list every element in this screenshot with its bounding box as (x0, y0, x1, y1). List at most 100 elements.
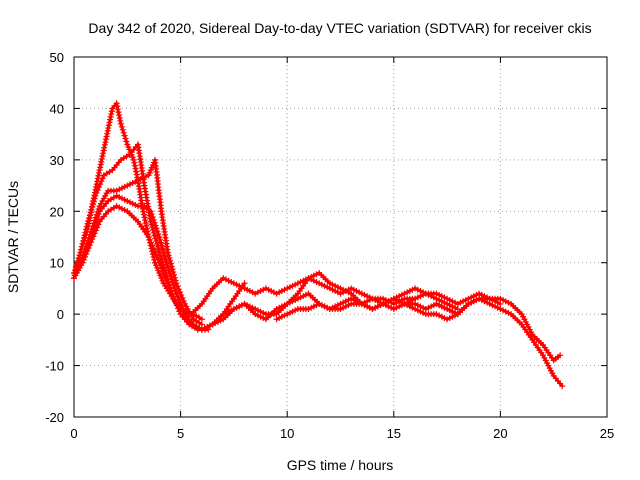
data-point (180, 297, 187, 304)
data-point (278, 288, 285, 294)
data-point (505, 299, 512, 306)
data-point (168, 288, 175, 295)
data-point (396, 293, 403, 300)
x-tick-label: 20 (493, 426, 507, 441)
data-point (133, 168, 140, 175)
data-point (154, 228, 161, 235)
data-point (131, 159, 138, 166)
data-point (332, 282, 339, 289)
data-point (165, 252, 172, 259)
data-point (89, 204, 96, 211)
data-point (140, 174, 147, 181)
data-point (316, 280, 323, 287)
series-track-3 (71, 156, 205, 328)
data-point (244, 286, 251, 293)
data-point (486, 300, 493, 307)
data-point (150, 216, 157, 223)
data-point (433, 290, 440, 297)
data-point (162, 256, 169, 263)
data-point (358, 300, 365, 307)
data-point (425, 304, 432, 311)
data-point (169, 291, 176, 298)
data-point (166, 255, 173, 262)
data-point (185, 309, 192, 316)
data-point (462, 297, 469, 303)
data-point (284, 300, 291, 307)
data-point (500, 307, 507, 314)
data-point (294, 295, 301, 302)
data-point (92, 227, 99, 234)
data-point (95, 221, 102, 228)
data-point (412, 285, 419, 292)
data-point (161, 271, 168, 278)
data-point (94, 186, 101, 193)
data-point (441, 294, 448, 301)
data-point (449, 308, 456, 315)
data-point (417, 288, 424, 294)
data-point (169, 266, 176, 273)
data-point (198, 321, 205, 328)
data-point (151, 219, 158, 226)
data-point (444, 306, 451, 312)
data-point (340, 299, 347, 306)
data-point (193, 324, 200, 330)
x-axis-label: GPS time / hours (287, 457, 394, 473)
data-point (149, 214, 156, 220)
data-point (121, 196, 128, 203)
series-track-11 (433, 295, 566, 390)
data-point (164, 249, 171, 256)
data-point (132, 201, 139, 208)
data-point (321, 303, 328, 310)
data-point (175, 286, 182, 293)
axis-ticks (73, 56, 608, 418)
data-point (252, 306, 259, 312)
data-point (157, 236, 164, 243)
data-point (116, 194, 123, 201)
data-point (220, 275, 227, 282)
data-point (165, 267, 172, 274)
data-point (393, 294, 400, 301)
data-point (337, 300, 344, 307)
data-point (294, 280, 301, 287)
data-point (117, 117, 124, 124)
data-point (148, 211, 155, 218)
y-tick-label: 10 (50, 256, 64, 271)
data-point (118, 205, 125, 212)
data-point (151, 232, 158, 239)
data-point (157, 252, 164, 259)
data-point (433, 311, 440, 318)
data-point (93, 189, 100, 196)
data-point (300, 293, 307, 300)
data-point (166, 270, 173, 277)
data-point (390, 306, 397, 312)
data-point (316, 300, 323, 307)
data-point (313, 271, 320, 278)
data-point (340, 286, 347, 293)
data-point (133, 171, 140, 178)
data-point (557, 352, 564, 359)
data-point (401, 290, 408, 297)
data-point (257, 308, 264, 315)
data-point (452, 309, 459, 316)
data-point (369, 295, 376, 302)
data-point (86, 212, 93, 219)
data-point (171, 274, 178, 281)
data-point (388, 297, 395, 303)
data-point (156, 249, 163, 256)
data-point (179, 294, 186, 301)
data-point (358, 290, 365, 297)
data-point (559, 383, 566, 390)
data-point (238, 284, 245, 291)
data-point (126, 199, 133, 206)
data-point (377, 299, 384, 306)
data-point (281, 302, 288, 309)
data-point (147, 208, 154, 215)
data-point (334, 284, 341, 291)
y-axis-label: SDTVAR / TECUs (5, 181, 21, 293)
data-point (121, 132, 128, 139)
data-point (151, 248, 158, 255)
data-point (152, 222, 159, 229)
data-point (171, 296, 178, 303)
data-point (120, 129, 127, 136)
data-point (348, 295, 355, 302)
